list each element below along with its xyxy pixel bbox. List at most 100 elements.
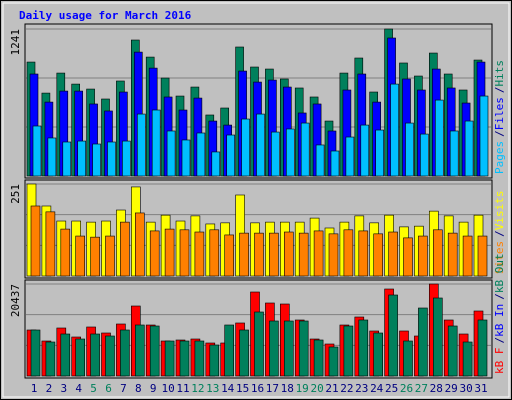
bar [432,297,443,377]
bar [135,324,145,377]
legend-separator: / [493,293,506,300]
x-tick-label: 18 [281,382,294,395]
bar [477,319,488,377]
x-tick-label: 2 [46,382,53,395]
legend-entry: kB F [493,348,506,375]
bar [462,235,473,277]
bar [405,122,414,177]
bar [390,83,399,177]
bar [256,113,265,177]
bar [105,335,115,377]
bar [420,133,429,177]
bar [464,120,474,177]
bar [107,141,116,177]
legend-entry: Files [493,97,506,130]
legend-entry: kB Out [493,253,506,293]
x-tick-label: 23 [355,382,368,395]
x-tick-label: 28 [430,382,443,395]
bar [479,95,489,177]
bar [330,150,340,177]
x-tick-label: 7 [120,382,127,395]
x-tick-label: 5 [90,382,97,395]
bar [313,339,324,377]
bar [45,211,56,277]
x-tick-label: 12 [191,382,204,395]
bar [373,233,384,277]
bar [75,338,85,377]
bar [164,228,175,277]
bar [462,341,473,377]
bar [75,235,85,277]
bar [92,143,101,177]
bar [343,325,354,377]
bar [60,333,71,377]
x-tick-label: 27 [415,382,428,395]
x-tick-label: 13 [206,382,219,395]
bar [209,229,220,277]
x-tick-label: 1 [31,382,38,395]
bar [375,129,385,177]
bar [122,140,131,177]
bar [434,99,444,177]
bar [403,237,413,277]
bar [328,233,339,277]
bar [388,231,398,277]
bar [179,340,190,377]
bar [360,124,370,177]
bar [403,340,413,377]
bar [432,229,443,277]
x-tick-label: 3 [60,382,67,395]
bar [388,294,398,377]
bar [269,232,279,277]
bar [211,151,221,177]
legend: Sites /Visits [493,191,506,275]
y-tick-label: 20437 [9,284,22,317]
bar [30,205,41,277]
bar [105,235,115,277]
bar [239,232,249,277]
x-tick-label: 16 [251,382,264,395]
bar [345,136,355,177]
bar [120,329,130,377]
x-tick-label: 4 [75,382,82,395]
x-tick-label: 22 [340,382,353,395]
bar [90,236,100,277]
legend-separator: / [493,230,506,237]
bar [77,140,86,177]
bar [60,228,71,277]
bar [328,346,339,377]
bar [47,137,57,177]
y-tick-label: 251 [9,184,22,204]
bar [447,232,458,277]
x-tick-label: 29 [445,382,458,395]
x-tick-label: 17 [266,382,279,395]
legend-entry: Sites [493,241,506,274]
bar [196,132,206,177]
bar [285,128,295,177]
x-tick-label: 21 [325,382,338,395]
bar [149,325,160,377]
bar [135,212,145,277]
x-tick-label: 6 [105,382,112,395]
x-tick-label: 20 [310,382,323,395]
x-tick-label: 19 [296,382,309,395]
x-tick-label: 10 [161,382,174,395]
x-tick-label: 30 [459,382,472,395]
legend-entry: Visits [493,191,506,231]
legend: Pages/Files/Hits [493,60,506,174]
legend-entry: Pages [493,141,506,174]
bar [449,130,459,177]
bar [477,235,488,277]
y-tick-label: 1241 [9,29,22,56]
bar [271,131,280,177]
x-tick-label: 15 [236,382,249,395]
x-tick-label: 31 [474,382,487,395]
bar [30,329,41,377]
x-tick-label: 24 [370,382,384,395]
bar [32,125,42,177]
chart-title: Daily usage for March 2016 [19,9,192,22]
bar [181,139,191,177]
legend-entry: Hits [493,60,506,87]
